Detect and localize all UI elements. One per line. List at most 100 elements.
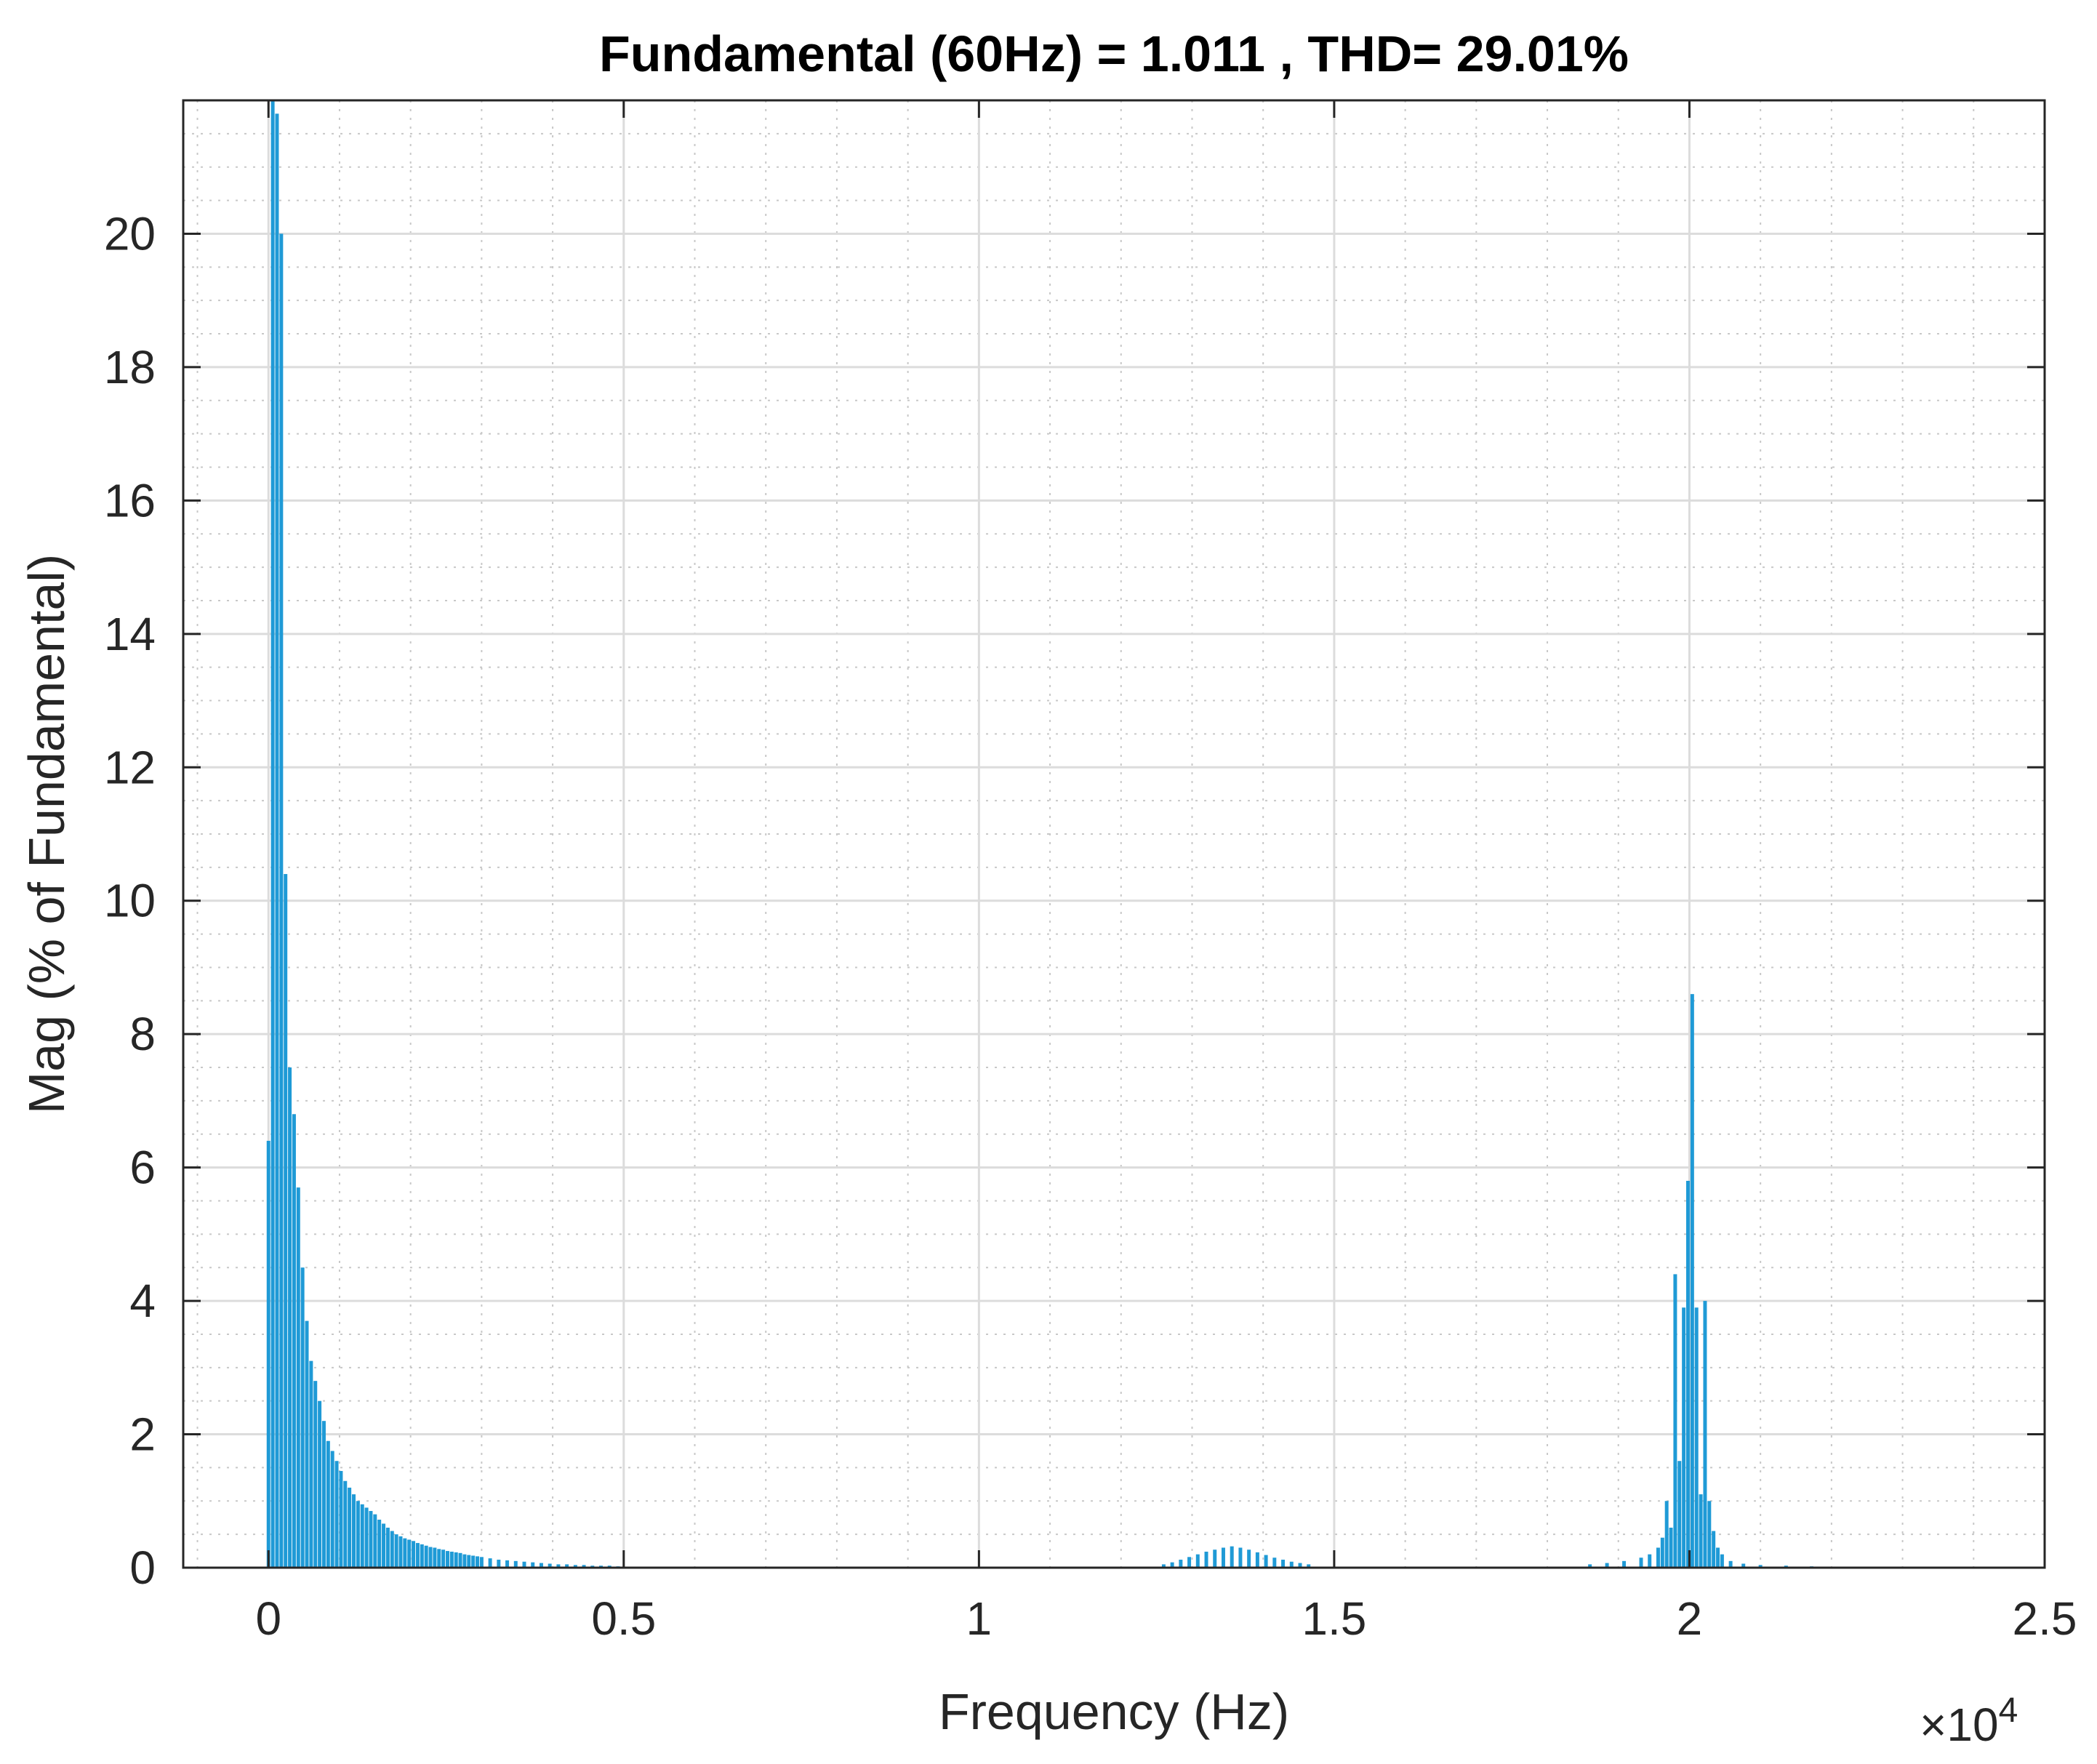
spectrum-bar	[1622, 1560, 1627, 1568]
spectrum-bar	[462, 1554, 467, 1568]
spectrum-bar	[1677, 1461, 1682, 1568]
spectrum-bar	[479, 1557, 484, 1568]
spectrum-bar	[573, 1565, 577, 1568]
spectrum-bar	[305, 1320, 309, 1568]
spectrum-bar	[364, 1507, 369, 1568]
spectrum-bar	[296, 1187, 300, 1568]
y-tick-label: 2	[129, 1408, 156, 1461]
spectrum-bar	[1656, 1547, 1660, 1568]
y-tick-label: 10	[104, 875, 156, 927]
x-axis-exponent: ×104	[1920, 1691, 2018, 1751]
spectrum-bar	[454, 1552, 458, 1568]
spectrum-bar	[476, 1556, 480, 1568]
spectrum-bar	[275, 113, 279, 1568]
spectrum-bar	[330, 1451, 334, 1568]
spectrum-bar	[1221, 1547, 1225, 1568]
spectrum-bar	[449, 1551, 454, 1568]
y-tick-label: 8	[129, 1008, 156, 1060]
spectrum-bar	[390, 1531, 394, 1568]
y-tick-label: 20	[104, 207, 156, 260]
spectrum-bar	[373, 1514, 377, 1568]
spectrum-bar	[556, 1564, 561, 1568]
x-tick-labels: 0 0.5 1 1.5 2 2.5	[255, 1592, 2077, 1645]
spectrum-bar	[548, 1563, 552, 1568]
spectrum-bar	[1639, 1557, 1643, 1568]
spectrum-bar	[321, 1421, 326, 1568]
spectrum-bar	[1664, 1501, 1669, 1568]
spectrum-bar	[1255, 1552, 1259, 1568]
spectrum-bar	[1707, 1501, 1712, 1568]
spectrum-bar	[471, 1555, 476, 1568]
spectrum-bar	[1686, 1180, 1690, 1568]
spectrum-bar	[1673, 1274, 1677, 1568]
spectrum-bar	[326, 1440, 330, 1568]
x-axis-exponent-power: 4	[1999, 1691, 2018, 1730]
spectrum-bar	[1307, 1564, 1311, 1568]
spectrum-bar	[1289, 1561, 1294, 1568]
spectrum-bar	[1204, 1551, 1208, 1568]
spectrum-bar	[1605, 1563, 1609, 1568]
spectrum-bar	[1588, 1564, 1592, 1568]
x-tick-label: 2.5	[2013, 1592, 2077, 1645]
spectrum-bar	[1230, 1546, 1234, 1568]
x-tick-label: 1	[966, 1592, 993, 1645]
spectrum-bar	[458, 1552, 462, 1568]
y-tick-label: 14	[104, 608, 156, 660]
spectrum-bar	[1648, 1554, 1652, 1568]
spectrum-bar	[1699, 1494, 1703, 1568]
y-axis-label: Mag (% of Fundamental)	[18, 554, 75, 1114]
spectrum-bar	[270, 100, 275, 1568]
spectrum-bar	[284, 874, 288, 1568]
spectrum-bar	[352, 1494, 356, 1568]
spectrum-bar	[266, 1140, 270, 1568]
spectrum-bar	[348, 1487, 352, 1568]
spectrum-bar	[1272, 1557, 1277, 1568]
spectrum-bar	[467, 1555, 471, 1568]
spectrum-bar	[300, 1267, 305, 1568]
x-tick-label: 0	[255, 1592, 281, 1645]
plot-frame	[182, 99, 2046, 1569]
spectrum-bar	[531, 1562, 535, 1568]
spectrum-bar	[356, 1501, 360, 1568]
spectrum-bar	[318, 1400, 322, 1568]
spectrum-bar	[377, 1519, 382, 1568]
spectrum-bar	[1682, 1307, 1686, 1568]
spectrum-bar	[424, 1545, 428, 1568]
spectrum-bar	[433, 1547, 437, 1568]
spectrum-bar	[394, 1534, 398, 1568]
spectrum-bar	[407, 1539, 412, 1568]
spectrum-bar	[1720, 1554, 1724, 1568]
spectrum-bar	[1161, 1564, 1166, 1568]
spectrum-bar	[1298, 1563, 1302, 1568]
spectrum-bar	[539, 1563, 543, 1568]
spectrum-bar	[441, 1549, 446, 1568]
x-tick-label: 2	[1677, 1592, 1703, 1645]
spectrum-bar	[1247, 1549, 1251, 1568]
spectrum-bar	[1669, 1527, 1673, 1568]
spectrum-bar	[398, 1536, 403, 1568]
axis-ticks	[183, 100, 2046, 1569]
spectrum-bar	[1741, 1563, 1746, 1568]
x-tick-label: 1.5	[1302, 1592, 1366, 1645]
spectrum-bar	[513, 1560, 518, 1568]
y-tick-label: 6	[129, 1142, 156, 1194]
spectrum-bar	[497, 1559, 501, 1568]
y-tick-label: 18	[104, 341, 156, 393]
spectrum-bar	[334, 1461, 339, 1568]
plot-area	[183, 100, 2045, 1568]
spectrum-bar	[309, 1360, 313, 1568]
spectrum-bar	[1728, 1560, 1733, 1568]
spectrum-bar	[339, 1470, 343, 1568]
y-tick-label: 16	[104, 474, 156, 526]
spectrum-bar	[1660, 1537, 1664, 1568]
spectrum-bar	[1170, 1562, 1174, 1568]
spectrum-bar	[403, 1538, 407, 1568]
spectrum-bar	[1703, 1301, 1707, 1568]
spectrum-bar	[288, 1067, 292, 1568]
spectrum-bar	[505, 1560, 510, 1568]
spectrum-bar	[313, 1381, 318, 1568]
spectrum-bar	[437, 1549, 441, 1568]
spectrum-bar	[1694, 1307, 1699, 1568]
spectrum-bar	[1264, 1555, 1268, 1568]
